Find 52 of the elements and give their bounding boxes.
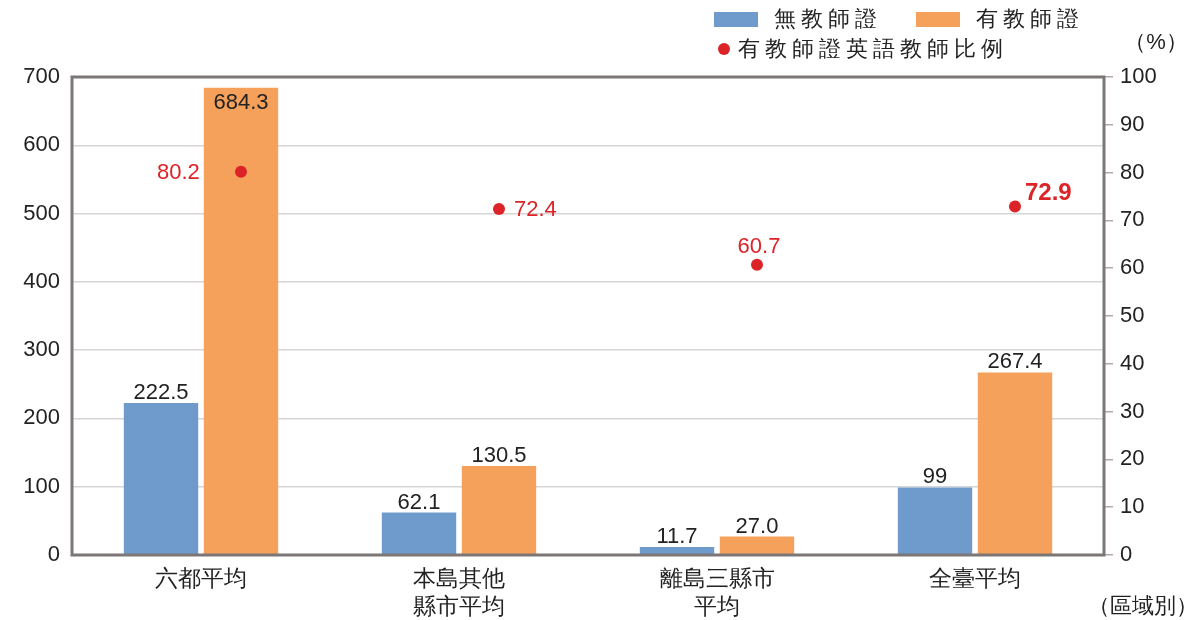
- bar: [977, 372, 1053, 555]
- point: [1008, 200, 1021, 213]
- data-label: 27.0: [735, 512, 779, 538]
- data-label: 72.9: [1024, 178, 1072, 206]
- data-label: 60.7: [737, 232, 781, 258]
- y2-tick-label: 30: [1120, 397, 1145, 423]
- y-tick-label: 200: [23, 404, 60, 430]
- bar: [381, 512, 457, 555]
- y2-tick-label: 20: [1120, 445, 1145, 471]
- data-label: 130.5: [471, 441, 527, 467]
- data-label: 684.3: [213, 88, 269, 114]
- y2-tick-label: 70: [1120, 206, 1145, 232]
- y2-tick-label: 10: [1120, 493, 1145, 519]
- y2-axis-title: （%）: [1124, 29, 1188, 55]
- bar: [461, 465, 537, 555]
- data-label: 72.4: [513, 195, 557, 221]
- y-tick-label: 400: [23, 267, 60, 293]
- bar: [719, 536, 795, 555]
- point: [234, 165, 247, 178]
- y2-tick-label: 50: [1120, 302, 1145, 328]
- legend-label: 無教師證: [774, 5, 882, 33]
- data-label: 11.7: [656, 523, 698, 549]
- x-tick-label: 六都平均: [155, 564, 247, 591]
- point: [492, 202, 505, 215]
- data-label: 99: [922, 463, 948, 489]
- y2-tick-label: 80: [1120, 158, 1145, 184]
- y-tick-label: 500: [23, 199, 60, 225]
- bar: [123, 403, 199, 555]
- legend-label: 有教師證英語教師比例: [738, 35, 1008, 63]
- y2-tick-label: 100: [1120, 63, 1157, 89]
- bar: [639, 547, 715, 555]
- bar: [897, 487, 973, 555]
- y-tick-label: 100: [23, 472, 60, 498]
- y-tick-label: 300: [23, 336, 60, 362]
- y-tick-label: 700: [23, 63, 60, 89]
- bar: [203, 87, 279, 555]
- data-label: 222.5: [133, 379, 189, 405]
- x-tick-label: 全臺平均: [929, 564, 1021, 591]
- data-label: 267.4: [987, 348, 1043, 374]
- data-label: 80.2: [156, 158, 200, 184]
- y-tick-label: 0: [47, 541, 60, 567]
- point: [750, 258, 763, 271]
- y2-tick-label: 60: [1120, 254, 1145, 280]
- y2-tick-label: 40: [1120, 349, 1145, 375]
- y2-tick-label: 0: [1120, 541, 1133, 567]
- x-tick-label: 離島三縣市平均: [659, 564, 775, 620]
- y2-tick-label: 90: [1120, 110, 1145, 136]
- data-label: 62.1: [397, 488, 441, 514]
- x-axis-title: （區域別）: [1088, 593, 1198, 619]
- legend-label: 有教師證: [976, 5, 1084, 33]
- y-tick-label: 600: [23, 131, 60, 157]
- x-tick-label: 本島其他縣市平均: [413, 564, 505, 620]
